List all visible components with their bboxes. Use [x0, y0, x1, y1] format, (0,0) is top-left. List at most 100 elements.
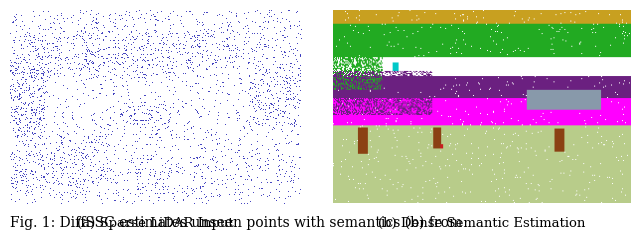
- Point: [91, 21, 101, 25]
- Point: [121, 201, 131, 205]
- Point: [141, 41, 152, 45]
- Point: [264, 67, 275, 71]
- Point: [74, 61, 84, 65]
- Point: [10, 107, 20, 111]
- Point: [88, 65, 99, 69]
- Point: [226, 177, 236, 181]
- Point: [49, 35, 59, 39]
- Point: [168, 191, 179, 195]
- Point: [81, 198, 92, 202]
- Point: [62, 16, 72, 20]
- Point: [33, 124, 43, 128]
- Point: [195, 143, 205, 147]
- Point: [97, 86, 108, 90]
- Point: [212, 88, 223, 92]
- Point: [257, 27, 267, 31]
- Point: [117, 172, 127, 176]
- Point: [157, 45, 167, 49]
- Point: [26, 124, 36, 128]
- Point: [171, 132, 181, 136]
- Point: [35, 115, 45, 119]
- Point: [188, 51, 198, 55]
- Point: [68, 13, 78, 17]
- Point: [275, 96, 285, 100]
- Point: [293, 176, 303, 180]
- Point: [67, 41, 77, 45]
- Point: [221, 28, 232, 32]
- Point: [282, 89, 292, 93]
- Point: [115, 107, 125, 111]
- Point: [120, 48, 131, 52]
- Point: [34, 86, 44, 90]
- Point: [29, 110, 39, 114]
- Point: [37, 157, 47, 161]
- Point: [150, 46, 161, 50]
- Point: [286, 160, 296, 164]
- Point: [28, 99, 38, 103]
- Point: [243, 164, 253, 168]
- Point: [11, 17, 21, 21]
- Point: [181, 194, 191, 198]
- Point: [161, 42, 172, 46]
- Point: [10, 15, 20, 19]
- Point: [146, 73, 156, 77]
- Point: [223, 76, 233, 80]
- Point: [138, 156, 148, 160]
- Point: [147, 135, 157, 139]
- Point: [8, 51, 18, 55]
- Point: [12, 67, 22, 71]
- Point: [26, 40, 36, 44]
- Point: [141, 27, 152, 31]
- Point: [126, 51, 136, 55]
- Point: [42, 172, 52, 176]
- Point: [287, 164, 297, 168]
- Point: [282, 133, 292, 137]
- Point: [257, 117, 268, 121]
- Point: [122, 120, 132, 124]
- Point: [19, 101, 29, 105]
- Point: [271, 174, 282, 178]
- Point: [182, 194, 193, 198]
- Point: [120, 149, 131, 153]
- Point: [28, 172, 38, 176]
- Point: [262, 82, 272, 86]
- Point: [29, 112, 40, 116]
- Point: [269, 125, 279, 129]
- Point: [265, 110, 275, 114]
- Point: [291, 142, 301, 146]
- Point: [171, 169, 181, 173]
- Point: [237, 57, 248, 61]
- Point: [29, 154, 39, 158]
- Point: [212, 45, 222, 49]
- Point: [86, 76, 96, 80]
- Point: [172, 164, 182, 168]
- Point: [28, 107, 38, 111]
- Point: [284, 154, 294, 158]
- Point: [160, 122, 170, 125]
- Point: [27, 40, 37, 44]
- Point: [247, 99, 257, 103]
- Point: [271, 108, 282, 112]
- Point: [221, 173, 231, 177]
- Point: [109, 44, 120, 48]
- Point: [210, 164, 220, 168]
- Point: [132, 34, 143, 38]
- Point: [81, 52, 92, 56]
- Point: [177, 186, 188, 190]
- Point: [58, 110, 68, 114]
- Point: [43, 66, 53, 70]
- Point: [42, 42, 52, 46]
- Point: [27, 131, 37, 135]
- Point: [151, 118, 161, 122]
- Point: [231, 14, 241, 18]
- Point: [179, 124, 189, 127]
- Point: [170, 143, 180, 147]
- Point: [136, 75, 147, 79]
- Point: [69, 34, 79, 38]
- Point: [124, 105, 134, 109]
- Point: [269, 84, 279, 88]
- Point: [287, 185, 297, 189]
- Point: [260, 95, 270, 99]
- Point: [276, 62, 287, 66]
- Point: [264, 70, 275, 74]
